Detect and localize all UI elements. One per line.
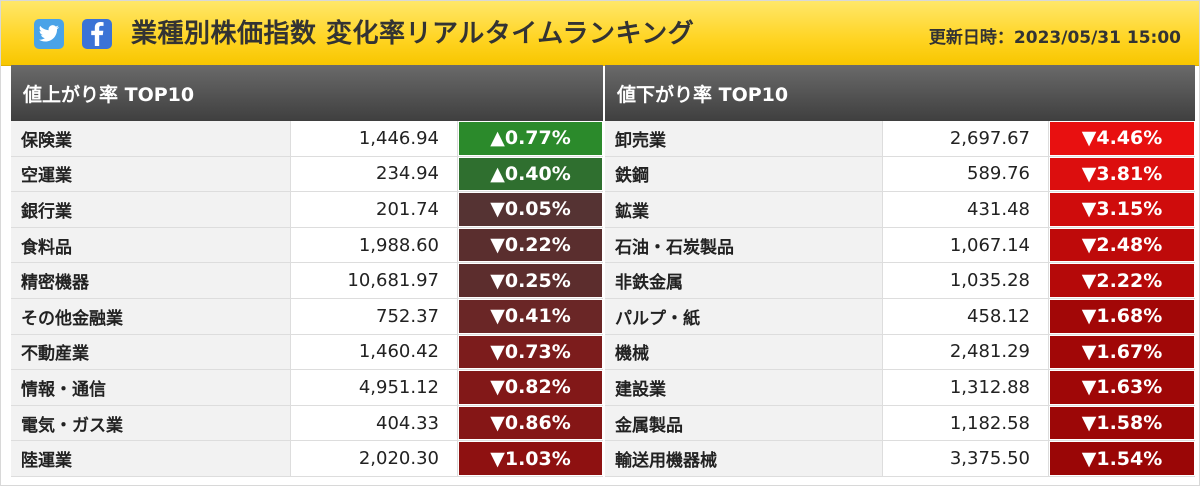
gainers-list: 保険業 1,446.94 ▲0.77% 空運業 234.94 ▲0.40% 銀行業 201.7…	[11, 121, 603, 477]
table-row[interactable]: 石油・石炭製品 1,067.14 ▼2.48%	[605, 227, 1195, 264]
index-value: 4,951.12	[291, 370, 458, 405]
index-value: 1,035.28	[883, 263, 1049, 298]
table-row[interactable]: 食料品 1,988.60 ▼0.22%	[11, 227, 603, 264]
sector-name: 卸売業	[605, 121, 883, 156]
sector-name: 陸運業	[11, 441, 291, 476]
table-row[interactable]: 機械 2,481.29 ▼1.67%	[605, 334, 1195, 371]
sector-name: 保険業	[11, 121, 291, 156]
table-row[interactable]: 保険業 1,446.94 ▲0.77%	[11, 121, 603, 157]
sector-name: 機械	[605, 334, 883, 370]
change-badge: ▼0.22%	[458, 227, 603, 263]
change-badge: ▲0.40%	[458, 156, 603, 192]
sector-name: 不動産業	[11, 334, 291, 370]
table-row[interactable]: 卸売業 2,697.67 ▼4.46%	[605, 121, 1195, 157]
index-value: 3,375.50	[883, 441, 1049, 476]
sector-name: その他金融業	[11, 298, 291, 334]
change-badge: ▼1.68%	[1049, 298, 1195, 334]
change-badge: ▼4.46%	[1049, 121, 1195, 156]
table-row[interactable]: 電気・ガス業 404.33 ▼0.86%	[11, 405, 603, 442]
change-badge: ▼1.67%	[1049, 334, 1195, 370]
change-badge: ▼0.41%	[458, 298, 603, 334]
change-badge: ▼1.03%	[458, 441, 603, 476]
sector-name: 非鉄金属	[605, 263, 883, 298]
index-value: 458.12	[883, 298, 1049, 334]
sector-name: パルプ・紙	[605, 298, 883, 334]
gainers-panel: 値上がり率 TOP10 保険業 1,446.94 ▲0.77% 空運業 234.94 ▲0…	[11, 65, 603, 477]
sector-name: 建設業	[605, 370, 883, 405]
index-value: 2,020.30	[291, 441, 458, 476]
index-value: 1,460.42	[291, 334, 458, 370]
change-badge: ▼2.22%	[1049, 263, 1195, 298]
table-row[interactable]: 銀行業 201.74 ▼0.05%	[11, 192, 603, 228]
index-value: 752.37	[291, 298, 458, 334]
index-value: 1,312.88	[883, 370, 1049, 405]
index-value: 201.74	[291, 192, 458, 227]
index-value: 404.33	[291, 405, 458, 441]
table-row[interactable]: 陸運業 2,020.30 ▼1.03%	[11, 441, 603, 477]
sector-name: 電気・ガス業	[11, 405, 291, 441]
sector-name: 鉄鋼	[605, 156, 883, 192]
change-badge: ▼3.81%	[1049, 156, 1195, 192]
losers-list: 卸売業 2,697.67 ▼4.46% 鉄鋼 589.76 ▼3.81% 鉱業 431.48 ▼…	[605, 121, 1195, 477]
sector-name: 金属製品	[605, 405, 883, 441]
change-badge: ▼0.73%	[458, 334, 603, 370]
table-row[interactable]: 非鉄金属 1,035.28 ▼2.22%	[605, 263, 1195, 299]
sector-name: 精密機器	[11, 263, 291, 298]
table-row[interactable]: 不動産業 1,460.42 ▼0.73%	[11, 334, 603, 371]
index-value: 1,067.14	[883, 227, 1049, 263]
change-badge: ▼1.63%	[1049, 370, 1195, 405]
sector-name: 食料品	[11, 227, 291, 263]
sector-name: 石油・石炭製品	[605, 227, 883, 263]
updated-timestamp: 更新日時：2023/05/31 15:00	[928, 28, 1181, 48]
index-value: 234.94	[291, 156, 458, 192]
index-value: 589.76	[883, 156, 1049, 192]
change-badge: ▼1.54%	[1049, 441, 1195, 476]
change-badge: ▼0.86%	[458, 405, 603, 441]
table-row[interactable]: 精密機器 10,681.97 ▼0.25%	[11, 263, 603, 299]
sector-name: 情報・通信	[11, 370, 291, 405]
table-row[interactable]: 空運業 234.94 ▲0.40%	[11, 156, 603, 193]
index-value: 1,988.60	[291, 227, 458, 263]
losers-panel: 値下がり率 TOP10 卸売業 2,697.67 ▼4.46% 鉄鋼 589.76 ▼3.…	[605, 65, 1195, 477]
table-row[interactable]: 情報・通信 4,951.12 ▼0.82%	[11, 370, 603, 406]
index-value: 10,681.97	[291, 263, 458, 298]
table-row[interactable]: 輸送用機器械 3,375.50 ▼1.54%	[605, 441, 1195, 477]
sector-name: 輸送用機器械	[605, 441, 883, 476]
change-badge: ▼0.05%	[458, 192, 603, 227]
change-badge: ▲0.77%	[458, 121, 603, 156]
change-badge: ▼0.25%	[458, 263, 603, 298]
header-bar: 業種別株価指数 変化率リアルタイムランキング 更新日時：2023/05/31 1…	[1, 1, 1199, 66]
sector-name: 鉱業	[605, 192, 883, 227]
table-row[interactable]: パルプ・紙 458.12 ▼1.68%	[605, 298, 1195, 335]
losers-heading: 値下がり率 TOP10	[605, 65, 1195, 121]
sector-name: 銀行業	[11, 192, 291, 227]
facebook-icon[interactable]	[82, 19, 112, 49]
table-row[interactable]: 金属製品 1,182.58 ▼1.58%	[605, 405, 1195, 442]
sector-name: 空運業	[11, 156, 291, 192]
change-badge: ▼2.48%	[1049, 227, 1195, 263]
index-value: 2,697.67	[883, 121, 1049, 156]
index-value: 2,481.29	[883, 334, 1049, 370]
gainers-heading: 値上がり率 TOP10	[11, 65, 603, 121]
change-badge: ▼3.15%	[1049, 192, 1195, 227]
table-row[interactable]: 鉱業 431.48 ▼3.15%	[605, 192, 1195, 228]
index-value: 1,182.58	[883, 405, 1049, 441]
twitter-icon[interactable]	[34, 19, 64, 49]
page-title: 業種別株価指数 変化率リアルタイムランキング	[131, 19, 695, 49]
table-row[interactable]: その他金融業 752.37 ▼0.41%	[11, 298, 603, 335]
change-badge: ▼1.58%	[1049, 405, 1195, 441]
table-row[interactable]: 建設業 1,312.88 ▼1.63%	[605, 370, 1195, 406]
change-badge: ▼0.82%	[458, 370, 603, 405]
index-value: 1,446.94	[291, 121, 458, 156]
table-row[interactable]: 鉄鋼 589.76 ▼3.81%	[605, 156, 1195, 193]
index-value: 431.48	[883, 192, 1049, 227]
